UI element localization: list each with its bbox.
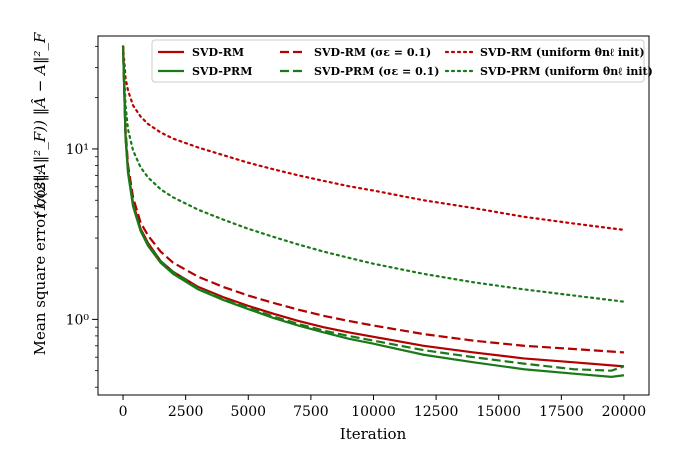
y-axis-formula: (1/(2‖A‖²_F)) ‖Â − A‖²_F bbox=[31, 32, 49, 217]
x-tick-label: 7500 bbox=[293, 404, 329, 420]
x-tick-label: 20000 bbox=[602, 404, 647, 420]
legend-label: SVD-PRM (σε = 0.1) bbox=[314, 65, 439, 78]
y-tick-label: 10¹ bbox=[66, 142, 89, 158]
legend-label: SVD-RM bbox=[192, 46, 244, 59]
legend-label: SVD-PRM (uniform θnℓ init) bbox=[480, 65, 653, 78]
x-tick-label: 0 bbox=[119, 404, 128, 420]
legend-box bbox=[151, 39, 645, 83]
series-line-6 bbox=[121, 45, 626, 303]
series-line-4 bbox=[121, 46, 625, 372]
x-tick-label: 2500 bbox=[168, 404, 204, 420]
x-tick-label: 15000 bbox=[476, 404, 521, 420]
legend: SVD-RM SVD-PRM SVD-RM (σε = 0.1) SVD-PRM (σ… bbox=[151, 39, 653, 83]
x-axis-label: Iteration bbox=[340, 425, 407, 443]
x-tick-label: 10000 bbox=[351, 404, 396, 420]
series-line-3 bbox=[121, 46, 625, 354]
x-tick-label: 5000 bbox=[230, 404, 266, 420]
x-tick-label: 17500 bbox=[539, 404, 584, 420]
y-axis-label: Mean square error cost: bbox=[31, 171, 49, 356]
y-axis: 10⁰ 10¹ bbox=[66, 45, 98, 388]
legend-label: SVD-RM (uniform θnℓ init) bbox=[480, 46, 645, 59]
y-tick-label: 10⁰ bbox=[66, 312, 90, 328]
series-line-5 bbox=[121, 45, 626, 231]
y-axis-label-group: Mean square error cost: (1/(2‖A‖²_F)) ‖Â… bbox=[31, 32, 49, 355]
x-tick-label: 12500 bbox=[414, 404, 459, 420]
plot-lines bbox=[121, 45, 626, 378]
x-axis: 0 2500 5000 7500 10000 12500 15000 17500 20000 bbox=[119, 395, 647, 420]
legend-label: SVD-PRM bbox=[192, 65, 252, 78]
legend-label: SVD-RM (σε = 0.1) bbox=[314, 46, 431, 59]
